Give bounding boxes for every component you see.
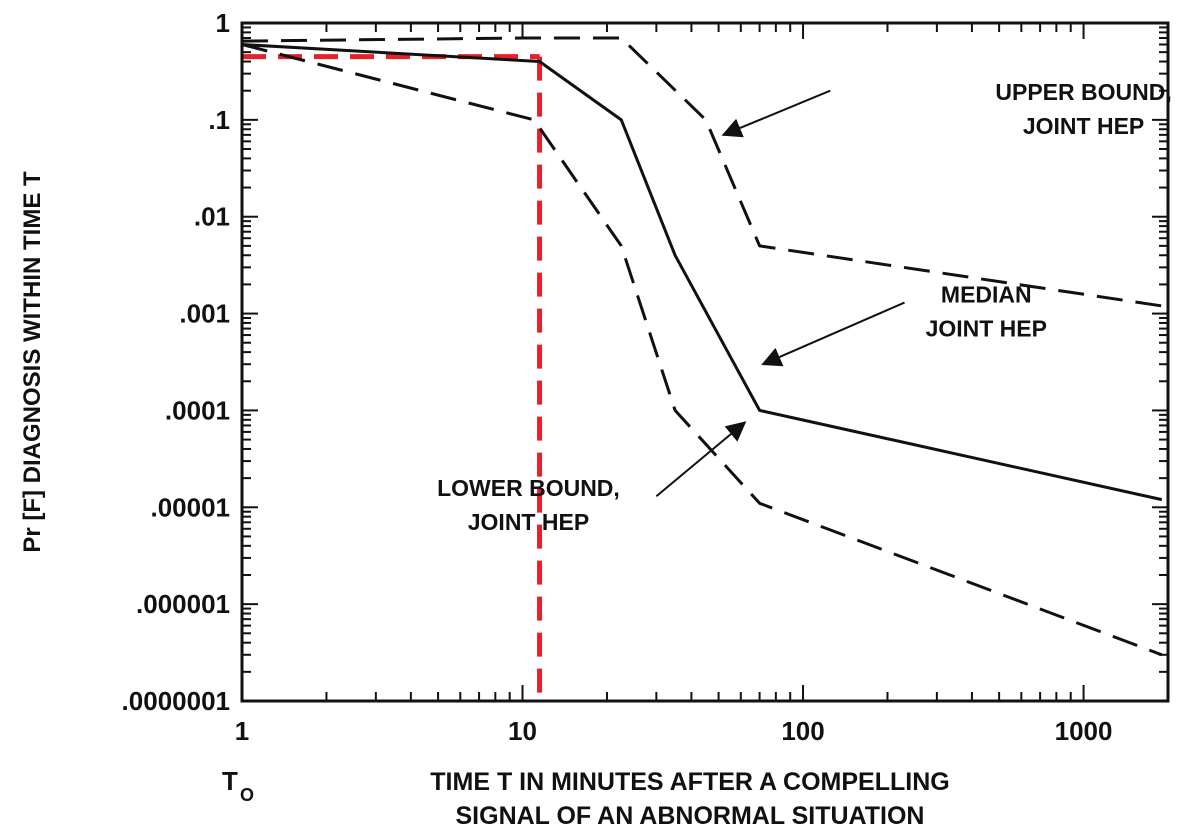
annotation-label: UPPER BOUND,: [995, 79, 1171, 105]
y-tick-label: .01: [194, 202, 230, 232]
x-tick-label: 1: [235, 716, 249, 746]
annotation-label: JOINT HEP: [468, 509, 589, 535]
x-axis-label: SIGNAL OF AN ABNORMAL SITUATION: [456, 802, 925, 830]
annotation-label: JOINT HEP: [1023, 113, 1144, 139]
annotation-arrow: [761, 301, 905, 367]
y-tick-label: 1: [216, 8, 230, 38]
x-axis-label: TIME T IN MINUTES AFTER A COMPELLING: [430, 768, 949, 796]
t0-label: T: [222, 766, 238, 796]
y-tick-label: .0001: [165, 395, 230, 425]
annotation-label: MEDIAN: [941, 282, 1032, 308]
y-tick-label: .00001: [150, 492, 230, 522]
x-tick-label: 1000: [1055, 716, 1113, 746]
y-tick-label: .0000001: [122, 686, 230, 716]
y-tick-label: .001: [179, 299, 230, 329]
t0-subscript: O: [240, 785, 254, 805]
annotation-label: JOINT HEP: [926, 316, 1047, 342]
plot-frame: [240, 21, 1170, 703]
series-line: [241, 43, 1163, 502]
annotation-arrow: [655, 421, 747, 498]
y-axis-label: Pr [F] DIAGNOSIS WITHIN TIME T: [19, 171, 46, 553]
series-line: [241, 36, 1163, 308]
annotation-label: LOWER BOUND,: [437, 475, 620, 501]
x-tick-label: 10: [508, 716, 537, 746]
y-tick-label: .1: [208, 105, 230, 135]
x-tick-label: 100: [781, 716, 824, 746]
series-line: [241, 43, 1163, 657]
y-tick-label: .000001: [136, 589, 230, 619]
annotation-arrow: [721, 89, 831, 138]
